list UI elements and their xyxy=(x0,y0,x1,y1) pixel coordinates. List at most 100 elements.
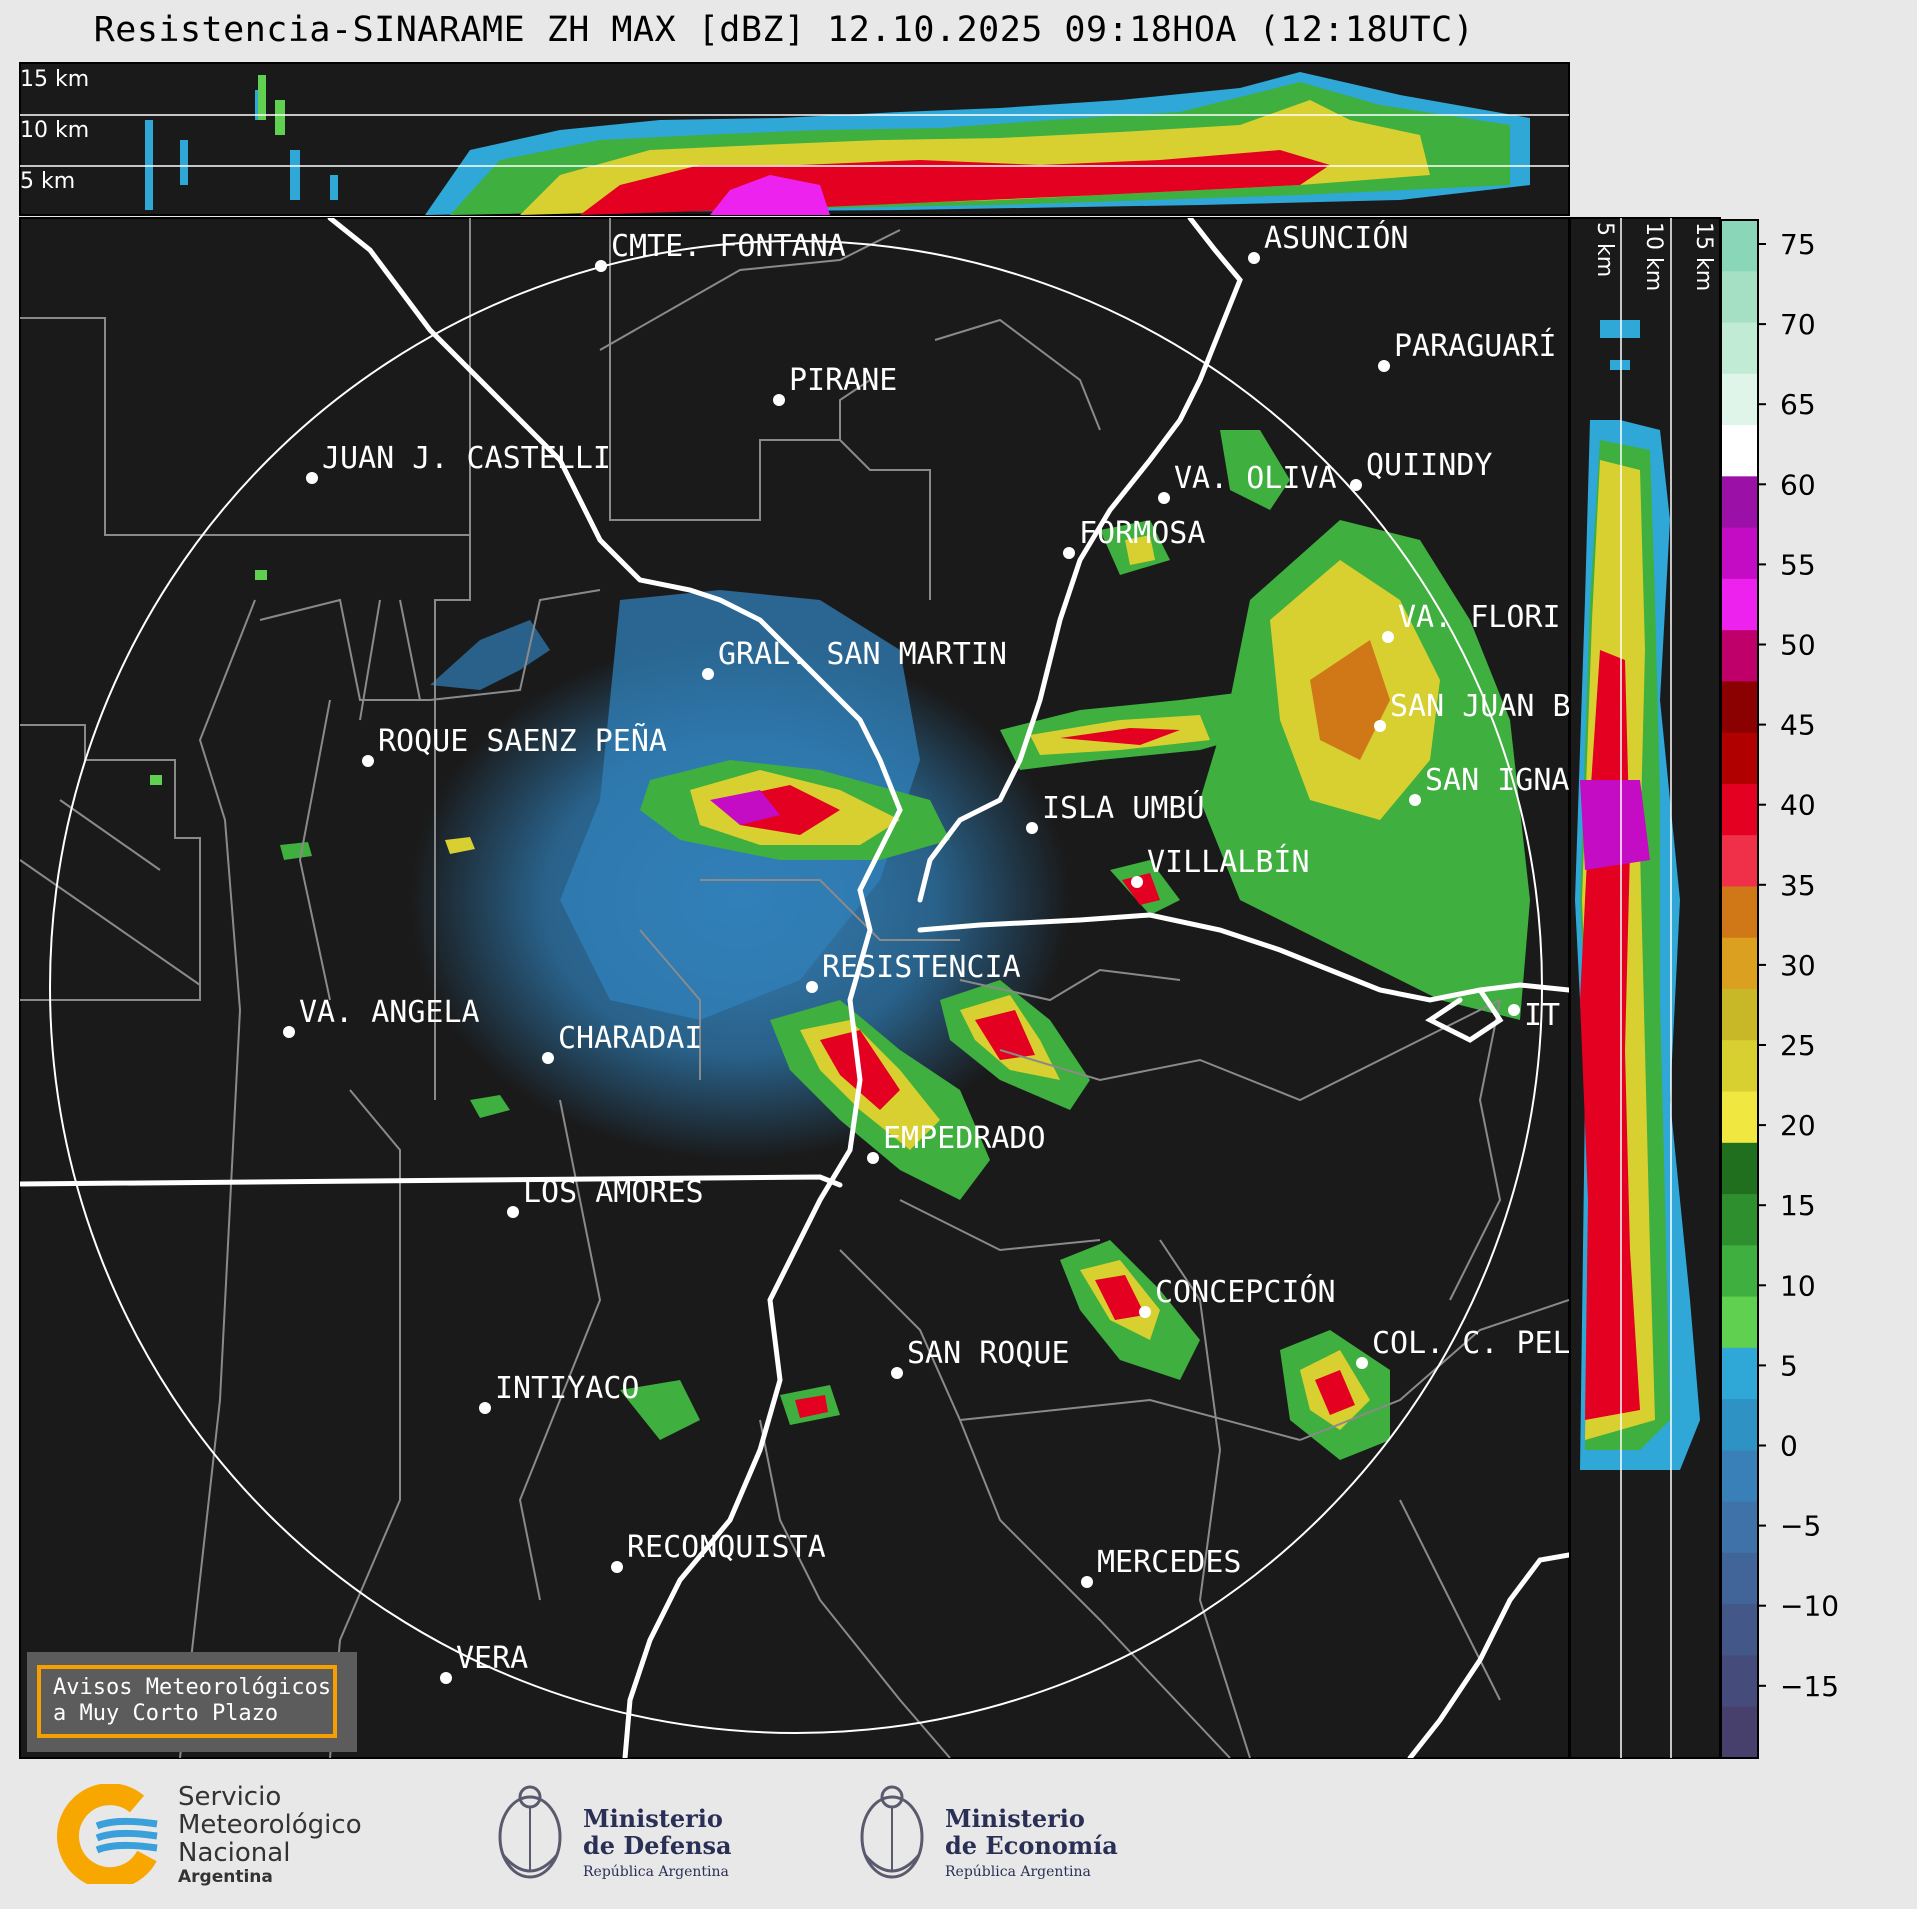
defensa-logo xyxy=(493,1775,568,1895)
svg-text:SAN IGNA: SAN IGNA xyxy=(1425,763,1570,798)
colorbar-tick-label: 55 xyxy=(1780,548,1816,581)
city-los-amores: LOS AMORES xyxy=(507,1175,704,1218)
colorbar-tick-label: 25 xyxy=(1780,1029,1816,1062)
colorbar-band xyxy=(1721,630,1758,682)
svg-text:CHARADAI: CHARADAI xyxy=(558,1021,703,1056)
height-label-5km: 5 km xyxy=(20,169,75,194)
smn-line-2: Meteorológico xyxy=(178,1810,362,1840)
city-resistencia: RESISTENCIA xyxy=(806,950,1021,993)
coat-of-arms-icon xyxy=(498,1785,562,1879)
smn-name: Servicio Meteorológico Nacional Argentin… xyxy=(178,1783,362,1887)
colorbar-tick-label: 45 xyxy=(1780,709,1816,742)
echo-cells xyxy=(150,430,1530,1460)
svg-text:VA. FLORI: VA. FLORI xyxy=(1398,600,1561,635)
svg-text:LOS AMORES: LOS AMORES xyxy=(523,1175,704,1210)
colorbar-band xyxy=(1721,425,1758,477)
city-vera: VERA xyxy=(440,1641,528,1684)
economia-line-3: República Argentina xyxy=(945,1864,1091,1880)
svg-text:EMPEDRADO: EMPEDRADO xyxy=(883,1121,1046,1156)
city-gral-san-martin: GRAL. SAN MARTIN xyxy=(702,637,1007,680)
svg-text:SAN JUAN B: SAN JUAN B xyxy=(1390,689,1571,724)
colorbar-tick-label: 75 xyxy=(1780,228,1816,261)
colorbar-band xyxy=(1721,1604,1758,1657)
city-pirane: PIRANE xyxy=(773,363,897,406)
colorbar-band xyxy=(1721,783,1758,836)
city-markers: CMTE. FONTANA ASUNCIÓN PIRANE PARAGUARÍ … xyxy=(283,219,1571,1684)
side-cross-section: 5 km 10 km 15 km xyxy=(1569,217,1721,1759)
colorbar-tick-label: 50 xyxy=(1780,629,1816,662)
smn-line-4: Argentina xyxy=(178,1867,273,1887)
svg-text:VERA: VERA xyxy=(456,1641,528,1676)
smn-emblem-icon xyxy=(57,1783,158,1890)
coat-of-arms-icon xyxy=(860,1785,924,1879)
defensa-line-2: de Defensa xyxy=(583,1831,732,1860)
city-cmte-fontana: CMTE. FONTANA xyxy=(595,229,846,272)
colorbar-tick-label: 70 xyxy=(1780,308,1816,341)
svg-text:ASUNCIÓN: ASUNCIÓN xyxy=(1264,219,1409,256)
defensa-line-1: Ministerio xyxy=(583,1804,723,1833)
svg-text:FORMOSA: FORMOSA xyxy=(1079,516,1205,551)
svg-text:VILLALBÍN: VILLALBÍN xyxy=(1147,844,1310,880)
colorbar-tick-label: 20 xyxy=(1780,1109,1816,1142)
colorbar-tick-label: −5 xyxy=(1780,1510,1821,1543)
colorbar-tick-label: −15 xyxy=(1780,1670,1839,1703)
svg-text:CMTE. FONTANA: CMTE. FONTANA xyxy=(611,229,846,264)
colorbar-band xyxy=(1721,886,1758,939)
side-height-label-5km: 5 km xyxy=(1592,222,1617,277)
colorbar-tick-label: 5 xyxy=(1780,1349,1798,1382)
colorbar-band xyxy=(1721,1501,1758,1554)
colorbar-tick-label: 0 xyxy=(1780,1430,1798,1463)
svg-text:SAN ROQUE: SAN ROQUE xyxy=(907,1336,1070,1371)
colorbar-band xyxy=(1721,1040,1758,1093)
colorbar-tick-label: 35 xyxy=(1780,869,1816,902)
city-paraguari: PARAGUARÍ xyxy=(1378,328,1557,372)
colorbar-tick-label: 65 xyxy=(1780,388,1816,421)
colorbar-band xyxy=(1721,322,1758,375)
smn-line-1: Servicio xyxy=(178,1782,282,1812)
svg-text:PIRANE: PIRANE xyxy=(789,363,897,398)
svg-text:ROQUE SAENZ PEÑA: ROQUE SAENZ PEÑA xyxy=(378,723,667,759)
city-concepcion: CONCEPCIÓN xyxy=(1139,1273,1336,1318)
colorbar-band xyxy=(1721,681,1758,734)
city-reconquista: RECONQUISTA xyxy=(611,1530,826,1573)
colorbar-tick-label: −10 xyxy=(1780,1590,1839,1623)
colorbar-band xyxy=(1721,1399,1758,1451)
city-va-angela: VA. ANGELA xyxy=(283,995,480,1038)
colorbar-band xyxy=(1721,989,1758,1041)
height-label-10km: 10 km xyxy=(20,118,89,143)
city-it: IT xyxy=(1508,998,1560,1033)
svg-text:RECONQUISTA: RECONQUISTA xyxy=(627,1530,826,1565)
side-height-label-15km: 15 km xyxy=(1691,222,1716,291)
city-va-flori: VA. FLORI xyxy=(1382,600,1561,643)
defensa-name: Ministerio de Defensa República Argentin… xyxy=(583,1805,732,1886)
range-ring xyxy=(49,240,1543,1734)
colorbar-tick-label: 60 xyxy=(1780,468,1816,501)
city-san-igna: SAN IGNA xyxy=(1409,763,1570,806)
economia-line-2: de Economía xyxy=(945,1831,1118,1860)
colorbar-band xyxy=(1721,1347,1758,1400)
aviso-text: Avisos Meteorológicos a Muy Corto Plazo xyxy=(37,1665,337,1738)
map-title: Resistencia-SINARAME ZH MAX [dBZ] 12.10.… xyxy=(93,10,1475,50)
colorbar-tick-label: 40 xyxy=(1780,789,1816,822)
city-roque-saenz-pena: ROQUE SAENZ PEÑA xyxy=(362,723,667,767)
city-san-roque: SAN ROQUE xyxy=(891,1336,1070,1379)
colorbar-band xyxy=(1721,271,1758,324)
height-label-15km: 15 km xyxy=(20,67,89,92)
defensa-line-3: República Argentina xyxy=(583,1864,729,1880)
colorbar-band xyxy=(1721,1091,1758,1144)
economia-line-1: Ministerio xyxy=(945,1804,1085,1833)
city-villalbin: VILLALBÍN xyxy=(1131,844,1310,888)
city-charadai: CHARADAI xyxy=(542,1021,703,1064)
svg-text:RESISTENCIA: RESISTENCIA xyxy=(822,950,1021,985)
colorbar-band xyxy=(1721,1450,1758,1503)
colorbar-band xyxy=(1721,835,1758,888)
svg-text:COL. C. PEL: COL. C. PEL xyxy=(1372,1326,1571,1361)
svg-text:GRAL. SAN MARTIN: GRAL. SAN MARTIN xyxy=(718,637,1007,672)
side-height-label-10km: 10 km xyxy=(1641,222,1666,291)
colorbar-band xyxy=(1721,220,1758,272)
economia-logo xyxy=(855,1775,930,1895)
colorbar-band xyxy=(1721,1706,1758,1759)
colorbar-band xyxy=(1721,1552,1758,1605)
